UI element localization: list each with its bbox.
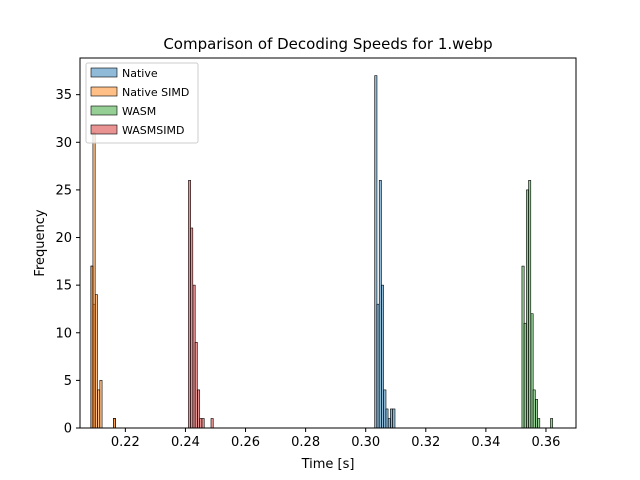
bar-wasm-8 [550,418,554,429]
legend-swatch-native [90,67,118,78]
x-tick-label: 0.22 [111,435,140,450]
x-tick-label: 0.24 [171,435,200,450]
bar-native-1 [376,303,380,429]
bar-wasmsimd-5 [199,418,203,429]
chart-title: Comparison of Decoding Speeds for 1.webp [163,35,492,53]
y-tick-label: 20 [55,231,72,246]
legend-box [85,62,199,144]
y-axis: 0 5 10 15 20 25 30 35 [55,88,80,437]
y-tick-label: 0 [64,422,72,437]
bar-wasm-3 [528,180,532,429]
bar-wasmsimd-6 [201,418,205,429]
bar-wasm-1 [523,322,527,429]
y-tick-label: 25 [55,183,72,198]
y-axis-label: Frequency [33,209,48,276]
bar-wasmsimd-1 [190,227,194,429]
x-tick-label: 0.30 [351,435,380,450]
bar-native-simd-3 [97,389,100,429]
y-tick-label: 15 [55,279,72,294]
bar-native-simd-4 [99,380,103,429]
plot-frame [79,57,577,429]
bar-overlay-2 [113,418,116,429]
legend-label-native-simd: Native SIMD [122,86,189,99]
x-tick-label: 0.32 [411,435,440,450]
x-axis: 0.22 0.24 0.26 0.28 0.30 0.32 0.34 0.36 [111,428,560,450]
bar-native-3 [381,284,384,429]
legend-swatch-wasm [90,105,118,116]
x-tick-label: 0.28 [291,435,320,450]
bar-native-8 [392,408,396,429]
legend-label-wasmsimd: WASMSIMD [122,124,184,137]
legend: Native Native SIMD WASM WASMSIMD [85,62,199,144]
y-tick-label: 35 [55,88,72,103]
bar-native-5 [385,408,389,429]
bar-wasmsimd-3 [194,341,198,429]
bar-wasm-5 [532,389,536,429]
bar-native-7 [390,408,393,429]
bars-layer [90,75,554,429]
legend-swatch-native-simd [90,86,118,97]
y-tick-label: 30 [55,136,72,151]
legend-swatch-wasmsimd [90,124,118,135]
x-tick-label: 0.34 [471,435,500,450]
x-axis-label: Time [s] [301,457,355,472]
x-tick-label: 0.26 [231,435,260,450]
legend-label-wasm: WASM [122,105,156,118]
bar-wasm-7 [537,418,541,429]
x-tick-label: 0.36 [531,435,560,450]
legend-label-native: Native [122,67,158,80]
bar-overlay-1 [92,132,96,429]
y-tick-label: 10 [55,326,72,341]
bar-wasmsimd-7 [210,418,214,429]
y-tick-label: 5 [64,374,72,389]
